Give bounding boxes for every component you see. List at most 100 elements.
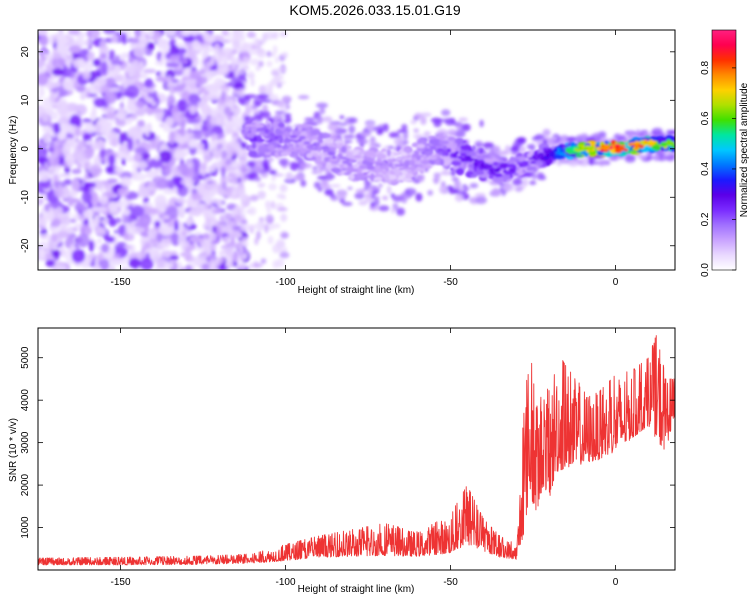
ridge-core — [253, 136, 258, 142]
x-tick-label: 0 — [613, 277, 619, 288]
noise-blob — [270, 33, 275, 39]
ridge-blob — [250, 125, 257, 134]
halo-blob — [330, 195, 339, 201]
halo-blob — [459, 186, 465, 191]
halo-blob — [330, 184, 341, 188]
halo-blob — [490, 188, 502, 197]
noise-blob — [273, 31, 279, 40]
y-tick-label: 1000 — [20, 516, 31, 539]
halo-blob — [392, 195, 404, 202]
noise-blob — [224, 212, 232, 221]
noise-blob — [218, 265, 228, 270]
ridge-core — [639, 140, 645, 145]
ridge-blob — [283, 131, 290, 137]
noise-blob — [149, 107, 163, 114]
ridge-core — [270, 139, 275, 142]
ridge-core — [387, 162, 394, 168]
noise-blob — [104, 236, 115, 243]
noise-blob — [157, 39, 168, 50]
halo-blob — [296, 157, 304, 162]
noise-blob — [155, 112, 164, 122]
halo-blob — [529, 180, 537, 185]
halo-blob — [542, 128, 551, 137]
ridge-blob — [280, 151, 289, 157]
ridge-blob — [257, 147, 268, 153]
ridge-core — [528, 157, 533, 160]
noise-blob — [180, 144, 191, 149]
noise-blob — [56, 43, 67, 56]
noise-blob — [271, 68, 279, 76]
halo-blob — [667, 130, 675, 135]
chart-title: KOM5.2026.033.15.01.G19 — [289, 2, 460, 18]
noise-blob — [97, 238, 102, 244]
ridge-core — [367, 161, 374, 167]
ridge-core — [359, 164, 368, 170]
x-tick-label: -50 — [443, 577, 458, 588]
noise-blob — [110, 137, 119, 147]
ridge-core — [297, 139, 302, 142]
halo-blob — [423, 131, 431, 138]
noise-blob — [71, 168, 82, 175]
noise-blob — [267, 235, 274, 245]
halo-blob — [284, 112, 292, 120]
noise-blob — [258, 85, 267, 95]
noise-blob — [163, 263, 175, 268]
noise-blob — [65, 137, 75, 148]
noise-blob — [50, 111, 59, 121]
ridge-blob — [306, 153, 313, 159]
ridge-blob — [403, 146, 413, 154]
noise-blob — [38, 170, 51, 182]
x-tick-label: -100 — [276, 577, 296, 588]
ridge-core — [468, 158, 473, 163]
noise-blob — [127, 137, 134, 151]
noise-blob — [159, 55, 165, 67]
halo-blob — [262, 159, 270, 169]
x-tick-label: 0 — [613, 577, 619, 588]
halo-blob — [312, 166, 318, 170]
noise-blob — [172, 169, 181, 177]
ridge-blob — [348, 173, 355, 180]
noise-blob — [130, 205, 145, 217]
ridge-core — [300, 137, 306, 140]
noise-blob — [115, 120, 127, 127]
ridge-blob — [262, 133, 269, 137]
ridge-core — [289, 135, 298, 138]
ridge-core — [426, 151, 433, 154]
noise-blob — [106, 165, 114, 174]
halo-blob — [260, 99, 273, 103]
ridge-blob — [314, 160, 326, 165]
noise-blob — [177, 206, 185, 218]
noise-blob — [272, 45, 278, 55]
noise-blob — [231, 59, 237, 70]
halo-blob — [516, 137, 527, 143]
noise-blob — [155, 135, 161, 145]
colorbar: 0.0 0.2 0.4 0.6 0.8 Normalized spectral ampl… — [700, 29, 750, 277]
noise-blob — [267, 87, 273, 97]
noise-blob — [90, 163, 102, 178]
noise-blob — [233, 252, 238, 262]
noise-blob — [71, 249, 86, 263]
ridge-blob — [255, 131, 260, 136]
noise-blob — [221, 90, 226, 101]
halo-blob — [483, 147, 489, 151]
halo-blob — [390, 207, 396, 214]
noise-blob — [103, 77, 116, 87]
noise-blob — [212, 133, 219, 141]
snr-line — [38, 335, 675, 566]
top-x-axis: -150 -100 -50 0 — [111, 30, 619, 288]
ridge-core — [667, 141, 675, 146]
ridge-blob — [473, 155, 486, 159]
halo-blob — [285, 172, 293, 181]
noise-blob — [237, 189, 246, 196]
halo-blob — [540, 175, 547, 181]
ridge-core — [270, 134, 275, 139]
ridge-blob — [331, 163, 337, 167]
ridge-core — [361, 160, 370, 165]
halo-blob — [636, 129, 641, 137]
halo-blob — [441, 109, 451, 117]
ridge-core — [508, 168, 515, 171]
noise-blob — [38, 58, 46, 68]
noise-blob — [175, 197, 187, 205]
noise-blob — [75, 85, 86, 93]
ridge-core — [602, 145, 610, 151]
